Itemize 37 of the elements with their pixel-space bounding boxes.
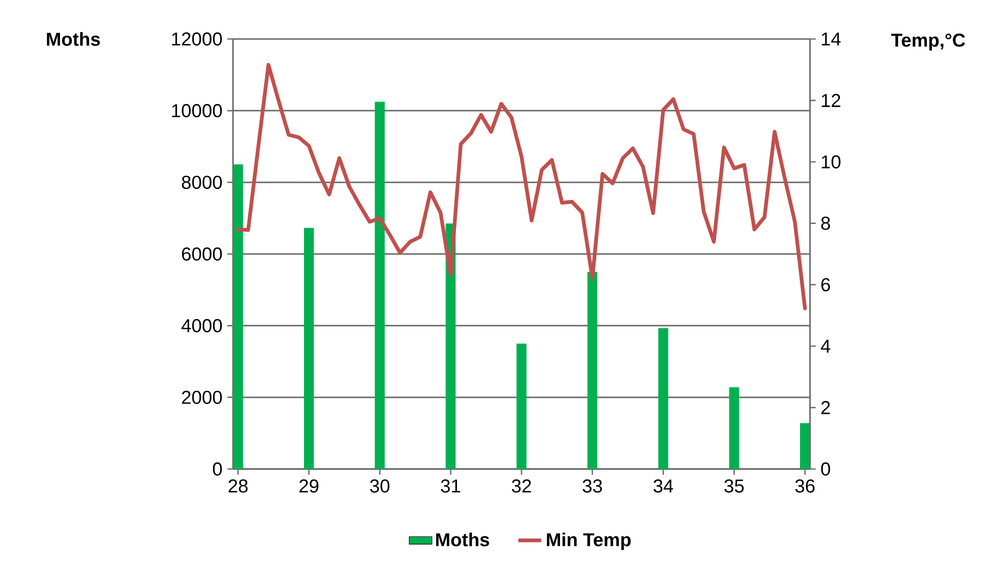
- bar: [729, 387, 740, 469]
- line-series: [236, 62, 807, 310]
- bar: [233, 164, 243, 469]
- y-tick-label: 0: [212, 462, 222, 476]
- y2-tick-label: 10: [822, 155, 840, 168]
- y2-tick-label: 14: [822, 32, 841, 46]
- y-tick-label: 8000: [182, 176, 222, 189]
- y-axis-title: Moths: [46, 32, 100, 46]
- bar: [658, 328, 668, 469]
- y-tick-label: 10000: [172, 104, 222, 118]
- y2-tick-label: 12: [822, 94, 840, 107]
- y-tick-label: 12000: [172, 32, 222, 46]
- y-tick-label: 4000: [181, 319, 222, 332]
- y2-axis-title: Temp,°C: [891, 34, 966, 50]
- x-tick-label: 34: [654, 479, 674, 493]
- x-tick-label: 36: [795, 479, 815, 493]
- legend-label: Min Temp: [546, 532, 631, 550]
- y2-tick-label: 8: [821, 216, 830, 230]
- y2-tick-label: 2: [821, 401, 830, 414]
- bar: [800, 423, 810, 469]
- x-tick-label: 30: [370, 479, 390, 493]
- y2-tick-label: 0: [821, 462, 830, 476]
- y2-tick-label: 4: [820, 340, 830, 353]
- y2-tick-label: 6: [821, 278, 830, 292]
- bar: [374, 102, 385, 469]
- x-tick-label: 33: [582, 479, 602, 493]
- x-tick-label: 29: [299, 479, 318, 493]
- x-tick-label: 31: [440, 479, 460, 493]
- x-tick-label: 28: [228, 479, 248, 493]
- y-tick-label: 2000: [182, 390, 222, 404]
- bar: [304, 228, 314, 469]
- legend-label: Moths: [436, 532, 490, 546]
- y-tick-label: 6000: [182, 247, 222, 261]
- x-tick-label: 32: [512, 479, 531, 493]
- x-tick-label: 35: [724, 479, 744, 493]
- bar: [587, 272, 598, 469]
- bar: [516, 344, 526, 469]
